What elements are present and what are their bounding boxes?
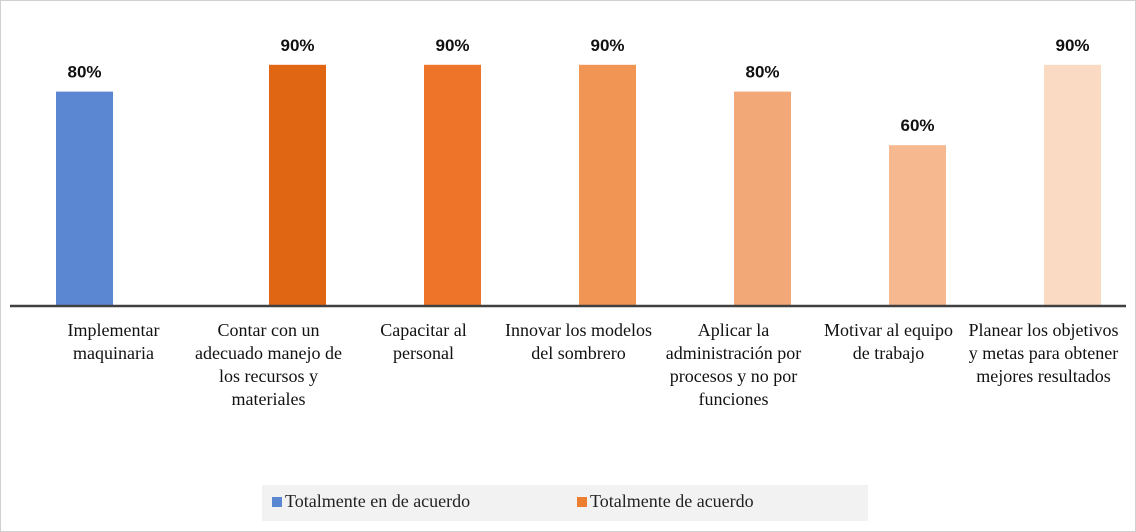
bar: [734, 91, 791, 306]
data-label: 90%: [280, 36, 314, 55]
legend-label: Totalmente de acuerdo: [590, 491, 754, 511]
legend-swatch: [272, 497, 282, 507]
bar: [579, 64, 636, 306]
legend-box: [262, 485, 868, 521]
x-tick-label: Motivar al equipo de trabajo: [824, 320, 953, 363]
legend-swatch: [577, 497, 587, 507]
x-tick-label: Capacitar al personal: [380, 320, 467, 363]
bar: [56, 91, 113, 306]
data-label: 80%: [745, 63, 779, 82]
x-tick-label: Implementar maquinaria: [67, 320, 160, 363]
x-tick-label: Contar con un adecuado manejo de los rec…: [195, 320, 342, 409]
data-label: 90%: [1055, 36, 1089, 55]
data-label: 90%: [590, 36, 624, 55]
data-label: 60%: [900, 116, 934, 135]
bar: [1044, 64, 1101, 306]
legend-label: Totalmente en de acuerdo: [285, 491, 470, 511]
x-tick-label: Planear los objetivos y metas para obten…: [968, 320, 1119, 386]
bar: [889, 145, 946, 306]
x-tick-label: Innovar los modelos del sombrero: [505, 320, 652, 363]
data-label: 80%: [67, 63, 101, 82]
bar: [424, 64, 481, 306]
x-tick-label: Aplicar la administración por procesos y…: [665, 320, 802, 409]
data-label: 90%: [435, 36, 469, 55]
bar: [269, 64, 326, 306]
